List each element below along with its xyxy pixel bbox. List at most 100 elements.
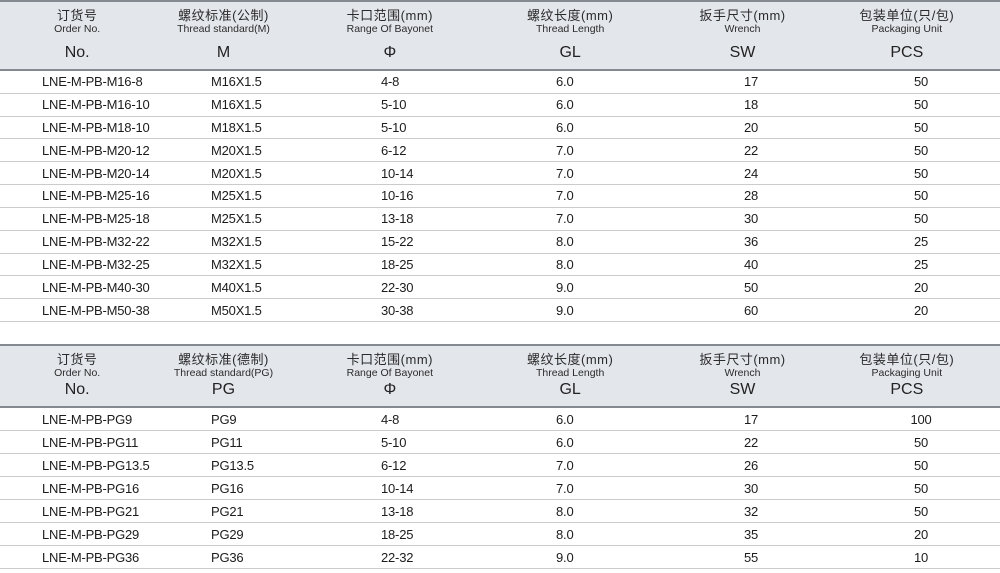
cell-m: M20X1.5 [211,142,262,158]
column-label-cn: 扳手尺寸(mm) [699,8,786,23]
cell-no: LNE-M-PB-PG13.5 [42,457,150,473]
cell-phi: 13-18 [381,211,414,227]
cell-no: LNE-M-PB-M32-25 [42,256,150,272]
cell-sw: 30 [744,211,759,227]
cell-m: M16X1.5 [211,97,262,113]
cell-m: M25X1.5 [211,188,262,204]
cell-pcs: 50 [913,97,929,113]
cell-sw: 22 [744,434,759,450]
table-header-row: 订货号 Order No. No. 螺纹标准(公制) Thread standard(M… [0,0,1000,71]
cell-gl: 6.0 [556,74,574,90]
column-label-code: PG [211,381,236,398]
column-header-gl: 螺纹长度(mm) Thread Length GL [497,346,669,406]
column-label-en: Order No. [54,23,101,35]
cell-no: LNE-M-PB-M25-18 [42,211,150,227]
column-label-en: Wrench [724,23,761,35]
cell-gl: 7.0 [556,457,574,473]
cell-pcs: 25 [913,256,929,272]
column-label-code: No. [64,44,90,61]
column-label-cn: 订货号 [56,352,98,367]
cell-pcs: 50 [913,434,929,450]
cell-sw: 50 [744,279,759,295]
column-label-en: Thread Length [535,367,605,379]
cell-sw: 35 [744,526,759,542]
column-label-cn: 螺纹长度(mm) [526,352,614,367]
cell-no: LNE-M-PB-PG36 [42,549,140,565]
column-label-cn: 卡口范围(mm) [346,352,433,367]
column-label-en: Thread Length [535,23,605,35]
column-header-m: 螺纹标准(公制) Thread standard(M) M [150,2,316,69]
cell-sw: 30 [744,480,759,496]
cell-sw: 17 [744,74,759,90]
cell-phi: 6-12 [381,457,407,473]
table-row: LNE-M-PB-M32-22 M32X1.5 15-22 8.0 36 25 [0,231,1000,254]
table-row: LNE-M-PB-M25-16 M25X1.5 10-16 7.0 28 50 [0,185,1000,208]
column-header-phi: 卡口范围(mm) Range Of Bayonet Φ [317,346,497,406]
cell-sw: 22 [744,142,759,158]
table-row: LNE-M-PB-PG21 PG21 13-18 8.0 32 50 [0,500,1000,523]
column-header-no: 订货号 Order No. No. [0,2,150,69]
cell-sw: 28 [744,188,759,204]
table-row: LNE-M-PB-PG16 PG16 10-14 7.0 30 50 [0,477,1000,500]
cell-gl: 9.0 [556,302,574,318]
cell-no: LNE-M-PB-PG29 [42,526,140,542]
column-label-cn: 卡口范围(mm) [346,8,433,23]
table-row: LNE-M-PB-PG13.5 PG13.5 6-12 7.0 26 50 [0,454,1000,477]
cell-phi: 5-10 [381,120,407,136]
column-label-en: Wrench [724,367,761,379]
cell-pg: PG13.5 [211,457,254,473]
cell-phi: 10-14 [381,165,414,181]
cell-phi: 6-12 [381,142,407,158]
table-row: LNE-M-PB-M32-25 M32X1.5 18-25 8.0 40 25 [0,254,1000,277]
column-label-code: M [216,44,231,61]
table-row: LNE-M-PB-PG36 PG36 22-32 9.0 55 10 [0,546,1000,569]
cell-phi: 15-22 [381,234,414,250]
column-label-cn: 扳手尺寸(mm) [699,352,786,367]
cell-no: LNE-M-PB-PG11 [42,434,139,450]
cell-no: LNE-M-PB-M18-10 [42,120,150,136]
table-body: LNE-M-PB-PG9 PG9 4-8 6.0 17 100 LNE-M-PB-PG11 P… [0,408,1000,569]
table-row: LNE-M-PB-PG29 PG29 18-25 8.0 35 20 [0,523,1000,546]
cell-pcs: 50 [913,188,929,204]
cell-sw: 24 [744,165,759,181]
cell-phi: 10-16 [381,188,414,204]
cell-pcs: 50 [913,457,929,473]
cell-gl: 7.0 [556,480,574,496]
column-label-en: Order No. [54,367,101,379]
column-label-code: PCS [890,44,924,61]
cell-no: LNE-M-PB-M16-8 [42,74,143,90]
column-label-en: Thread standard(PG) [173,367,274,379]
metric-thread-table: 订货号 Order No. No. 螺纹标准(公制) Thread standard(M… [0,0,1000,322]
cell-gl: 8.0 [556,526,574,542]
cell-gl: 8.0 [556,234,574,250]
cell-gl: 7.0 [556,142,574,158]
column-header-sw: 扳手尺寸(mm) Wrench SW [669,2,833,69]
column-header-no: 订货号 Order No. No. [0,346,150,406]
cell-gl: 7.0 [556,165,574,181]
column-label-en: Thread standard(M) [177,23,270,35]
cell-gl: 7.0 [556,188,574,204]
table-row: LNE-M-PB-M40-30 M40X1.5 22-30 9.0 50 20 [0,276,1000,300]
cell-pcs: 20 [913,302,929,318]
cell-pg: PG21 [211,503,244,519]
table-row: LNE-M-PB-PG11 PG11 5-10 6.0 22 50 [0,431,1000,454]
cell-no: LNE-M-PB-PG16 [42,480,140,496]
cell-pcs: 10 [913,549,929,565]
cell-gl: 7.0 [556,211,574,227]
cell-sw: 32 [744,503,759,519]
column-header-phi: 卡口范围(mm) Range Of Bayonet Φ [317,2,497,69]
column-label-code: No. [64,381,90,398]
cell-m: M50X1.5 [211,302,262,318]
column-label-code: SW [729,44,756,61]
cell-sw: 17 [744,411,759,427]
column-label-en: Packaging Unit [871,367,943,379]
cell-pg: PG9 [211,411,237,427]
column-label-code: Φ [383,381,397,398]
cell-gl: 9.0 [556,549,574,565]
cell-m: M16X1.5 [211,74,262,90]
column-header-pg: 螺纹标准(德制) Thread standard(PG) PG [150,346,316,406]
table-row: LNE-M-PB-M50-38 M50X1.5 30-38 9.0 60 20 [0,299,1000,322]
cell-no: LNE-M-PB-M20-12 [42,142,150,158]
column-label-cn: 包装单位(只/包) [859,8,955,23]
